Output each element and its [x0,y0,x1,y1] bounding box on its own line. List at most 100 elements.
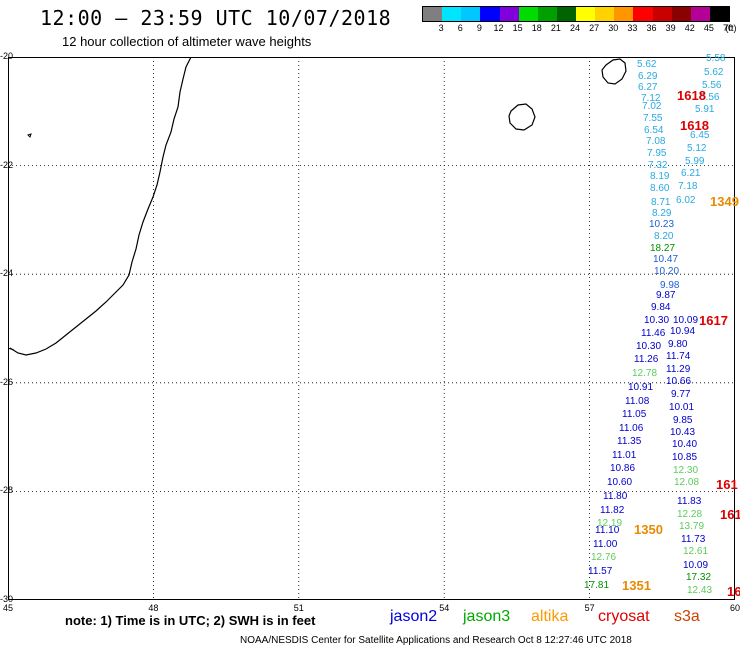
wave-height-label: 7.12 [641,93,661,104]
satellite-s3a-label: s3a [674,608,700,625]
legend-tick: 21 [550,23,561,33]
wave-height-label: 5.62 [637,59,657,70]
wave-height-label: 7.08 [646,136,666,147]
orbit-number-label: 1617 [699,313,728,328]
wave-height-label: 12.08 [674,477,700,488]
legend-tick: 36 [646,23,657,33]
legend-swatch [614,7,634,21]
wave-height-label: 11.46 [641,328,666,339]
orbit-number-label: 161 [720,507,740,522]
wave-height-label: 12.78 [632,368,658,379]
satellite-altika-label: altika [531,608,569,625]
wave-height-label: 9.85 [673,415,693,426]
legend-tick: 12 [493,23,504,33]
orbit-number-label: 1618 [680,118,709,133]
legend-tick: 6 [457,23,463,33]
legend-swatch [633,7,653,21]
longitude-tick-label: 57 [584,603,595,613]
wave-height-label: 13.79 [679,521,705,532]
wave-height-label: 11.83 [677,496,702,507]
page-subtitle: 12 hour collection of altimeter wave hei… [62,34,312,49]
wave-height-label: 18.27 [650,243,676,254]
wave-height-label: 11.00 [593,539,618,550]
legend-tick: 9 [476,23,482,33]
legend-tick: 27 [589,23,600,33]
gridlines [8,57,735,600]
wave-height-label: 10.30 [636,341,662,352]
satellite-cryosat-label: cryosat [598,608,650,625]
wave-height-label: 9.87 [656,290,676,301]
legend-swatch [556,7,576,21]
wave-height-label: 9.80 [668,339,688,350]
wave-height-label: 11.29 [666,364,691,375]
islet-west [27,133,32,138]
wave-height-label: 6.27 [638,82,658,93]
wave-height-label: 6.02 [676,195,696,206]
wave-height-label: 10.30 [644,315,670,326]
wave-height-label: 12.28 [677,509,703,520]
wave-height-label: 5.91 [695,104,715,115]
wave-height-label: 8.29 [652,208,672,219]
satellite-jason3-label: jason3 [463,608,511,625]
wave-height-label: 10.40 [672,439,698,450]
legend-swatch [499,7,519,21]
legend-tick: 18 [531,23,542,33]
wave-height-label: 11.82 [600,505,625,516]
map-canvas [7,56,735,600]
legend-swatch [518,7,538,21]
latitude-tick-label: -24 [0,268,14,279]
wave-height-label: 12.19 [597,518,623,529]
latitude-tick-label: -28 [0,485,14,496]
orbit-number-label: 161 [716,477,738,492]
wave-height-label: 12.30 [673,465,699,476]
legend-swatch [595,7,615,21]
wave-height-label: 10.47 [653,254,679,265]
wave-height-label: 10.66 [666,376,692,387]
wave-height-label: 11.74 [666,351,691,362]
wave-height-label: 8.60 [650,183,670,194]
wave-height-label: 6.29 [638,71,658,82]
legend-tick: 70 [722,23,734,33]
map-panel [7,56,735,600]
footer-credit: NOAA/NESDIS Center for Satellite Applica… [240,635,632,646]
wave-height-label: 7.02 [642,101,662,112]
wave-height-label: 12.61 [683,546,709,557]
page-title: 12:00 – 23:59 UTC 10/07/2018 [40,6,392,30]
wave-height-label: 7.95 [647,148,667,159]
wave-height-label: 8.71 [651,197,671,208]
wave-height-label: 5.99 [685,156,705,167]
wave-height-label: 11.10 [595,525,620,536]
legend-tick: 15 [512,23,523,33]
wave-height-label: 5.62 [704,67,724,78]
wave-height-label: 17.32 [686,572,712,583]
madagascar-coastline [9,56,192,356]
legend-swatch [461,7,481,21]
wave-height-label: 11.80 [603,491,628,502]
legend-tick: 24 [569,23,581,33]
legend-unit: (ft) [725,23,737,33]
legend-tick: 42 [684,23,695,33]
wave-height-label: 10.60 [607,477,633,488]
wave-height-label: 9.98 [660,280,680,291]
color-scale-legend [422,6,730,22]
legend-tick: 33 [627,23,638,33]
footer-note: note: 1) Time is in UTC; 2) SWH is in fe… [65,613,316,628]
wave-height-label: 10.43 [670,427,696,438]
satellite-jason2-label: jason2 [390,608,438,625]
orbit-number-label: 16 [727,584,740,599]
legend-swatch [480,7,500,21]
wave-height-label: 9.77 [671,389,691,400]
wave-height-label: 10.85 [672,452,698,463]
wave-height-label: 6.45 [690,130,710,141]
latitude-tick-label: -22 [0,159,14,170]
legend-tick: 39 [665,23,676,33]
wave-height-label: 11.05 [622,409,647,420]
longitude-tick-label: 45 [3,603,14,613]
wave-height-label: 11.06 [619,423,644,434]
color-scale-labels: 3 6 9 12 15 18 21 24 27 30 33 36 39 42 45 70 (ft) [422,23,740,35]
latitude-tick-label: -20 [0,51,14,61]
wave-height-label: 10.20 [654,266,680,277]
legend-swatch [423,7,443,21]
madagascar-tip [7,347,15,351]
legend-swatch [442,7,462,21]
